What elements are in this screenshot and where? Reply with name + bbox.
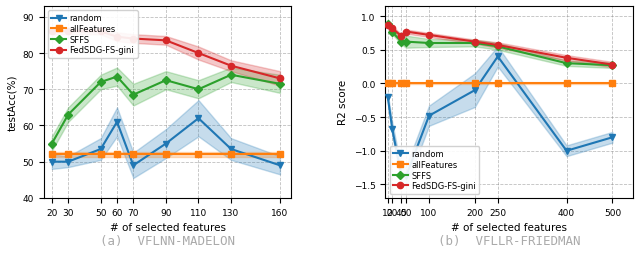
- allFeatures: [471, 83, 479, 86]
- random: [276, 164, 284, 167]
- Line: allFeatures: allFeatures: [49, 152, 283, 158]
- random: [195, 117, 202, 120]
- SFFS: [397, 41, 405, 44]
- Line: FedSDG-FS-gini: FedSDG-FS-gini: [385, 23, 616, 68]
- FedSDG-FS-gini: [162, 40, 170, 43]
- allFeatures: [425, 83, 433, 86]
- random: [97, 148, 104, 151]
- allFeatures: [97, 153, 104, 156]
- SFFS: [227, 74, 235, 77]
- FedSDG-FS-gini: [195, 52, 202, 55]
- Legend: random, allFeatures, SFFS, FedSDG-FS-gini: random, allFeatures, SFFS, FedSDG-FS-gin…: [48, 11, 138, 59]
- X-axis label: # of selected features: # of selected features: [451, 222, 567, 232]
- allFeatures: [64, 153, 72, 156]
- allFeatures: [129, 153, 137, 156]
- SFFS: [113, 76, 121, 79]
- FedSDG-FS-gini: [48, 31, 56, 34]
- random: [425, 115, 433, 118]
- FedSDG-FS-gini: [397, 36, 405, 39]
- random: [384, 96, 392, 99]
- FedSDG-FS-gini: [64, 31, 72, 34]
- FedSDG-FS-gini: [227, 65, 235, 68]
- SFFS: [48, 142, 56, 146]
- random: [397, 175, 405, 178]
- random: [388, 128, 396, 131]
- allFeatures: [388, 83, 396, 86]
- allFeatures: [276, 153, 284, 156]
- random: [113, 121, 121, 124]
- random: [471, 89, 479, 92]
- random: [402, 175, 410, 178]
- FedSDG-FS-gini: [402, 31, 410, 34]
- SFFS: [64, 114, 72, 117]
- SFFS: [384, 24, 392, 27]
- allFeatures: [563, 83, 570, 86]
- allFeatures: [402, 83, 410, 86]
- allFeatures: [494, 83, 502, 86]
- Line: FedSDG-FS-gini: FedSDG-FS-gini: [49, 29, 283, 82]
- FedSDG-FS-gini: [609, 64, 616, 67]
- random: [162, 142, 170, 146]
- SFFS: [563, 62, 570, 66]
- FedSDG-FS-gini: [129, 38, 137, 41]
- FedSDG-FS-gini: [388, 27, 396, 30]
- FedSDG-FS-gini: [113, 36, 121, 39]
- random: [563, 150, 570, 153]
- FedSDG-FS-gini: [471, 41, 479, 44]
- Line: allFeatures: allFeatures: [385, 81, 616, 87]
- FedSDG-FS-gini: [425, 34, 433, 37]
- allFeatures: [397, 83, 405, 86]
- SFFS: [388, 31, 396, 35]
- Line: random: random: [385, 54, 616, 180]
- FedSDG-FS-gini: [563, 57, 570, 60]
- Legend: random, allFeatures, SFFS, FedSDG-FS-gini: random, allFeatures, SFFS, FedSDG-FS-gin…: [390, 147, 479, 194]
- FedSDG-FS-gini: [384, 24, 392, 27]
- random: [129, 164, 137, 167]
- SFFS: [97, 81, 104, 84]
- SFFS: [129, 94, 137, 97]
- Text: (b)  VFLLR-FRIEDMAN: (b) VFLLR-FRIEDMAN: [438, 234, 580, 247]
- random: [48, 161, 56, 164]
- Line: SFFS: SFFS: [385, 22, 616, 69]
- random: [494, 56, 502, 59]
- allFeatures: [384, 83, 392, 86]
- Text: (a)  VFLNN-MADELON: (a) VFLNN-MADELON: [100, 234, 235, 247]
- Line: random: random: [49, 116, 283, 169]
- SFFS: [402, 41, 410, 44]
- SFFS: [425, 42, 433, 45]
- random: [64, 161, 72, 164]
- allFeatures: [48, 153, 56, 156]
- allFeatures: [113, 153, 121, 156]
- allFeatures: [162, 153, 170, 156]
- FedSDG-FS-gini: [494, 44, 502, 47]
- FedSDG-FS-gini: [97, 31, 104, 34]
- Line: SFFS: SFFS: [49, 72, 283, 147]
- allFeatures: [195, 153, 202, 156]
- random: [227, 148, 235, 151]
- SFFS: [276, 83, 284, 86]
- SFFS: [195, 88, 202, 91]
- SFFS: [471, 42, 479, 45]
- Y-axis label: R2 score: R2 score: [339, 80, 348, 125]
- random: [609, 136, 616, 139]
- SFFS: [494, 46, 502, 49]
- SFFS: [609, 65, 616, 68]
- SFFS: [162, 79, 170, 82]
- FedSDG-FS-gini: [276, 77, 284, 81]
- allFeatures: [227, 153, 235, 156]
- X-axis label: # of selected features: # of selected features: [109, 222, 225, 232]
- Y-axis label: testAcc(%): testAcc(%): [7, 74, 17, 131]
- allFeatures: [609, 83, 616, 86]
